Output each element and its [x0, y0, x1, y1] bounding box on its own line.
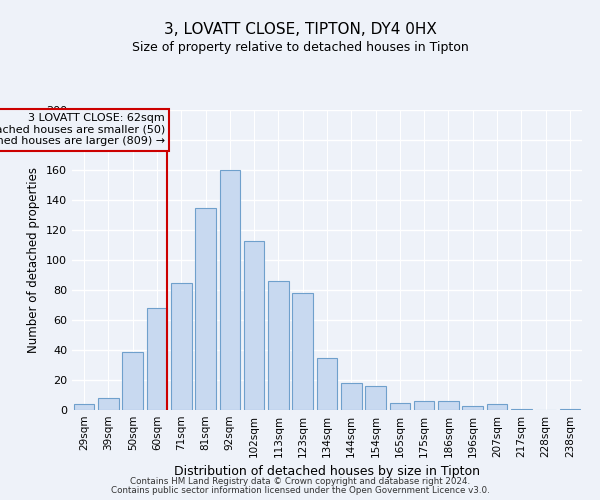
Bar	[146, 308, 167, 410]
Bar	[98, 398, 119, 410]
Text: Contains HM Land Registry data © Crown copyright and database right 2024.: Contains HM Land Registry data © Crown c…	[130, 477, 470, 486]
Y-axis label: Number of detached properties: Number of detached properties	[28, 167, 40, 353]
Bar	[365, 386, 386, 410]
Bar	[74, 404, 94, 410]
Bar	[195, 208, 216, 410]
Text: 3 LOVATT CLOSE: 62sqm
← 6% of detached houses are smaller (50)
94% of semi-detac: 3 LOVATT CLOSE: 62sqm ← 6% of detached h…	[0, 113, 165, 146]
Bar	[463, 406, 483, 410]
Bar	[341, 383, 362, 410]
Bar	[389, 402, 410, 410]
Bar	[414, 401, 434, 410]
Bar	[317, 358, 337, 410]
Text: Contains public sector information licensed under the Open Government Licence v3: Contains public sector information licen…	[110, 486, 490, 495]
Text: 3, LOVATT CLOSE, TIPTON, DY4 0HX: 3, LOVATT CLOSE, TIPTON, DY4 0HX	[164, 22, 436, 38]
Bar	[511, 408, 532, 410]
Text: Size of property relative to detached houses in Tipton: Size of property relative to detached ho…	[131, 41, 469, 54]
Bar	[220, 170, 240, 410]
Bar	[244, 240, 265, 410]
Bar	[122, 352, 143, 410]
Bar	[487, 404, 508, 410]
Bar	[560, 408, 580, 410]
Bar	[268, 281, 289, 410]
X-axis label: Distribution of detached houses by size in Tipton: Distribution of detached houses by size …	[174, 466, 480, 478]
Bar	[292, 293, 313, 410]
Bar	[171, 282, 191, 410]
Bar	[438, 401, 459, 410]
